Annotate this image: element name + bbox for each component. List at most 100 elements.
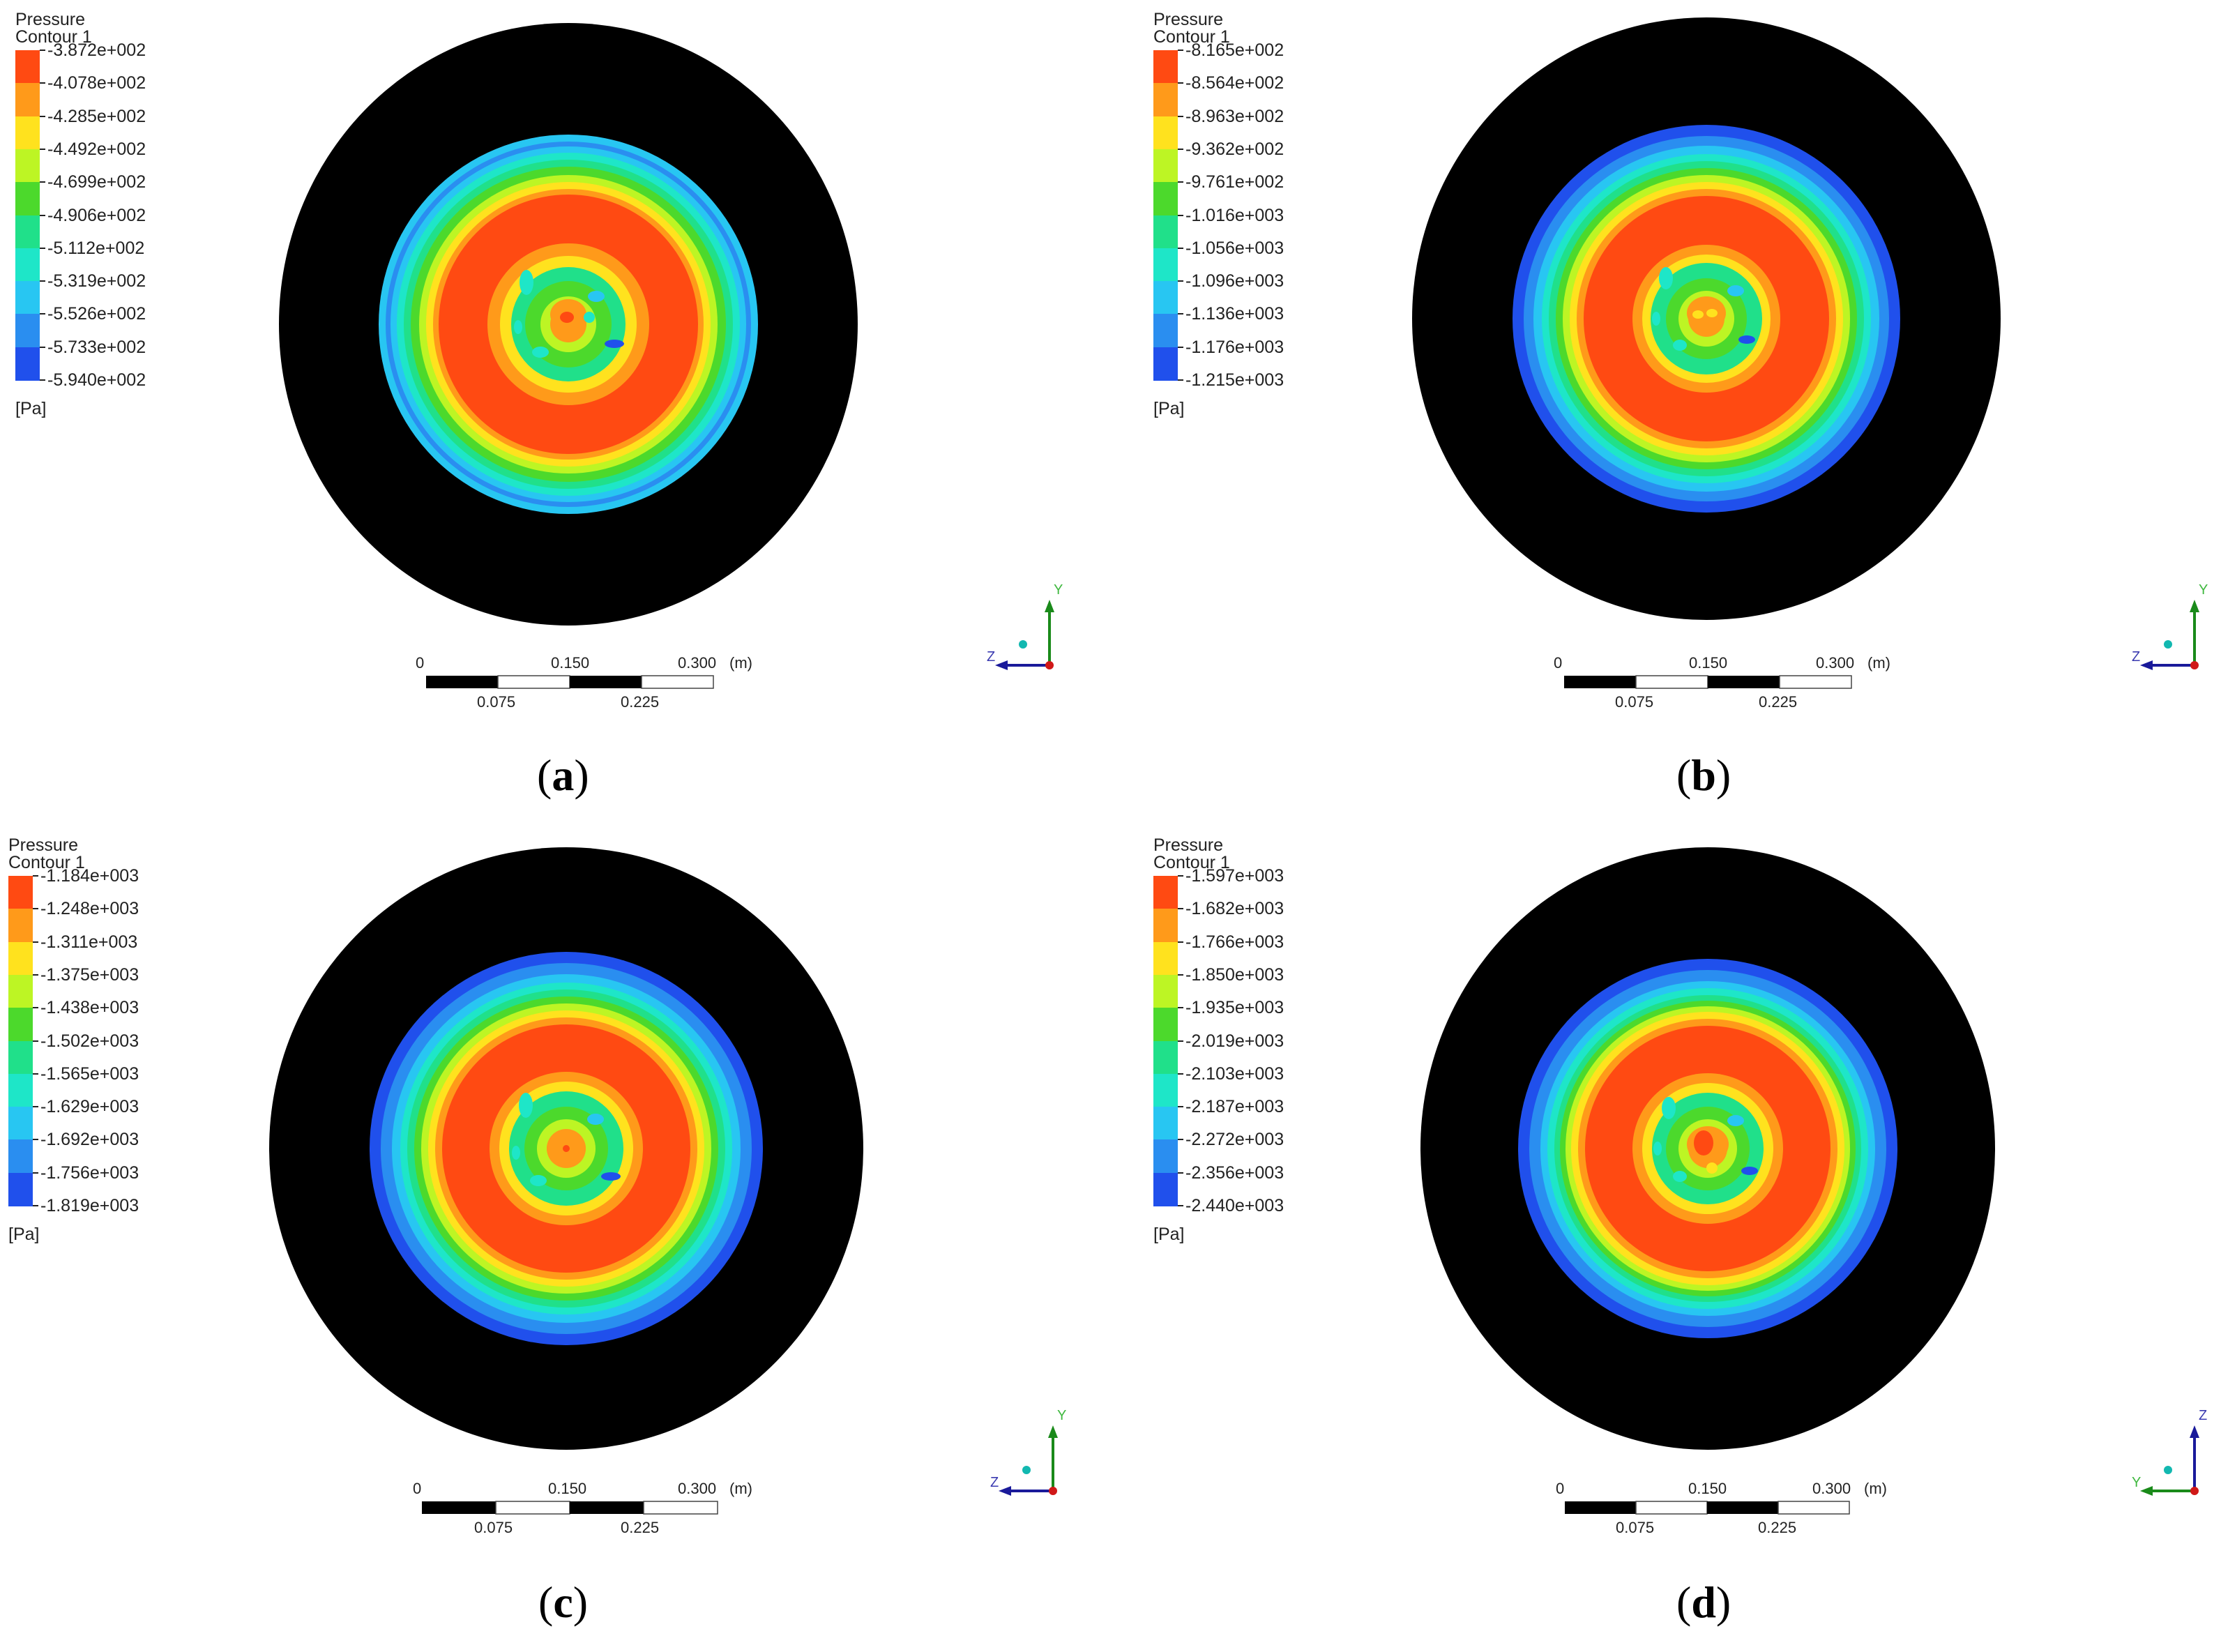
axis-triad: Y Z	[987, 584, 1063, 670]
scale-label: 0.225	[621, 693, 660, 711]
contour-blob	[584, 312, 595, 323]
legend-tick	[33, 875, 38, 877]
legend-label: -4.078e+002	[47, 73, 146, 93]
legend-title: Pressure	[1153, 835, 1224, 855]
legend-tick	[1178, 148, 1183, 150]
legend-label: -1.375e+003	[40, 964, 139, 985]
scale-label: 0.225	[1759, 693, 1798, 711]
legend-tick	[40, 50, 45, 51]
contour-blob	[1727, 285, 1744, 296]
legend-swatch	[15, 116, 40, 150]
scale-label: 0.075	[1616, 1519, 1655, 1536]
legend-label: -1.248e+003	[40, 899, 139, 919]
legend-label: -1.438e+003	[40, 998, 139, 1018]
legend-tick	[1178, 181, 1183, 183]
scale-unit: (m)	[1867, 654, 1890, 672]
contour-blob	[587, 1114, 604, 1125]
legend-tick	[33, 941, 38, 943]
legend-tick	[33, 1205, 38, 1206]
legend-label: -1.597e+003	[1185, 866, 1284, 886]
legend-title: Pressure	[1153, 10, 1224, 29]
legend-swatch	[8, 909, 33, 943]
scale-bar: 0 0.150 0.300 (m) 0.075 0.225	[413, 1480, 752, 1543]
legend-scale: -1.184e+003 -1.248e+003 -1.311e+003 -1.3…	[8, 867, 139, 1244]
contour-blob	[563, 1145, 570, 1152]
legend-tick	[40, 247, 45, 249]
legend-label: -4.285e+002	[47, 106, 146, 126]
legend-label: -1.502e+003	[40, 1031, 139, 1051]
legend-scale: -1.597e+003 -1.682e+003 -1.766e+003 -1.8…	[1153, 867, 1284, 1244]
legend-scale: -3.872e+002 -4.078e+002 -4.285e+002 -4.4…	[15, 41, 146, 418]
scale-label: 0.075	[477, 693, 516, 711]
contour-blob	[1741, 1167, 1758, 1175]
legend-tick	[1178, 214, 1183, 216]
axis-label-horizontal: Z	[2132, 649, 2140, 665]
legend-label: -2.103e+003	[1185, 1063, 1284, 1084]
scale-label: 0	[416, 654, 425, 672]
contour-blob	[601, 1172, 621, 1181]
color-legend: Pressure Contour 1 -1.597e+003 -1.682e+0…	[1153, 835, 1284, 1244]
legend-tick	[40, 115, 45, 117]
legend-swatch	[8, 876, 33, 910]
legend-label: -1.215e+003	[1185, 370, 1284, 390]
legend-swatch	[1153, 347, 1178, 381]
panel-caption: (a)	[537, 750, 589, 800]
panel-d: Pressure Contour 1 -1.597e+003 -1.682e+0…	[1138, 826, 2221, 1651]
axis-label-vertical: Y	[1057, 1410, 1066, 1423]
legend-tick	[40, 214, 45, 216]
scale-bar-graphic	[1564, 675, 1852, 689]
legend-label: -5.940e+002	[47, 370, 146, 390]
legend-label: -1.096e+003	[1185, 271, 1284, 291]
legend-swatch	[15, 215, 40, 249]
contour-blob	[520, 270, 533, 295]
axis-label-vertical: Y	[1054, 584, 1063, 598]
legend-label: -1.692e+003	[40, 1130, 139, 1150]
pressure-contour-plot	[269, 847, 863, 1450]
scale-bar: 0 0.150 0.300 (m) 0.075 0.225	[1554, 654, 1890, 717]
scale-label: 0.150	[1688, 1480, 1727, 1497]
legend-swatch	[1153, 1107, 1178, 1141]
axis-triad: Z Y	[2132, 1410, 2207, 1496]
legend-swatch	[15, 314, 40, 348]
scale-bar: 0 0.150 0.300 (m) 0.075 0.225	[1556, 1480, 1887, 1543]
contour-blob	[1692, 310, 1704, 319]
axis-triad: Y Z	[2132, 584, 2208, 670]
legend-label: -8.165e+002	[1185, 40, 1284, 60]
legend-swatch	[8, 974, 33, 1009]
legend-swatch	[8, 1040, 33, 1075]
legend-tick	[1178, 379, 1183, 381]
legend-swatch	[8, 1172, 33, 1206]
legend-label: -4.699e+002	[47, 172, 146, 192]
contour-blob	[512, 1146, 520, 1160]
scale-unit: (m)	[729, 1480, 752, 1497]
legend-label: -8.963e+002	[1185, 106, 1284, 126]
scale-label: 0.300	[678, 654, 717, 672]
legend-tick	[1178, 1040, 1183, 1042]
legend-tick	[40, 313, 45, 315]
contour-blob	[1673, 340, 1687, 351]
panel-c: Pressure Contour 1 -1.184e+003 -1.248e+0…	[0, 826, 1110, 1651]
contour-blob	[588, 291, 605, 302]
legend-swatch	[8, 941, 33, 976]
legend-tick	[1178, 1007, 1183, 1009]
legend-label: -1.176e+003	[1185, 337, 1284, 357]
legend-tick	[1178, 1139, 1183, 1141]
contour-blob	[605, 340, 624, 348]
legend-tick	[1178, 1205, 1183, 1206]
legend-label: -5.526e+002	[47, 304, 146, 324]
legend-swatch	[15, 50, 40, 84]
legend-tick	[1178, 82, 1183, 84]
legend-tick	[33, 1007, 38, 1009]
legend-label: -2.019e+003	[1185, 1031, 1284, 1051]
axis-label-horizontal: Z	[990, 1475, 999, 1490]
legend-tick	[1178, 1073, 1183, 1075]
legend-unit: [Pa]	[1153, 1225, 1185, 1244]
legend-label: -9.761e+002	[1185, 172, 1284, 192]
legend-tick	[1178, 50, 1183, 51]
legend-swatch	[1153, 50, 1178, 84]
legend-unit: [Pa]	[8, 1225, 40, 1244]
scale-label: 0	[1556, 1480, 1565, 1497]
color-legend: Pressure Contour 1 -8.165e+002 -8.564e+0…	[1153, 10, 1284, 418]
legend-label: -9.362e+002	[1185, 139, 1284, 159]
legend-swatch	[1153, 941, 1178, 976]
